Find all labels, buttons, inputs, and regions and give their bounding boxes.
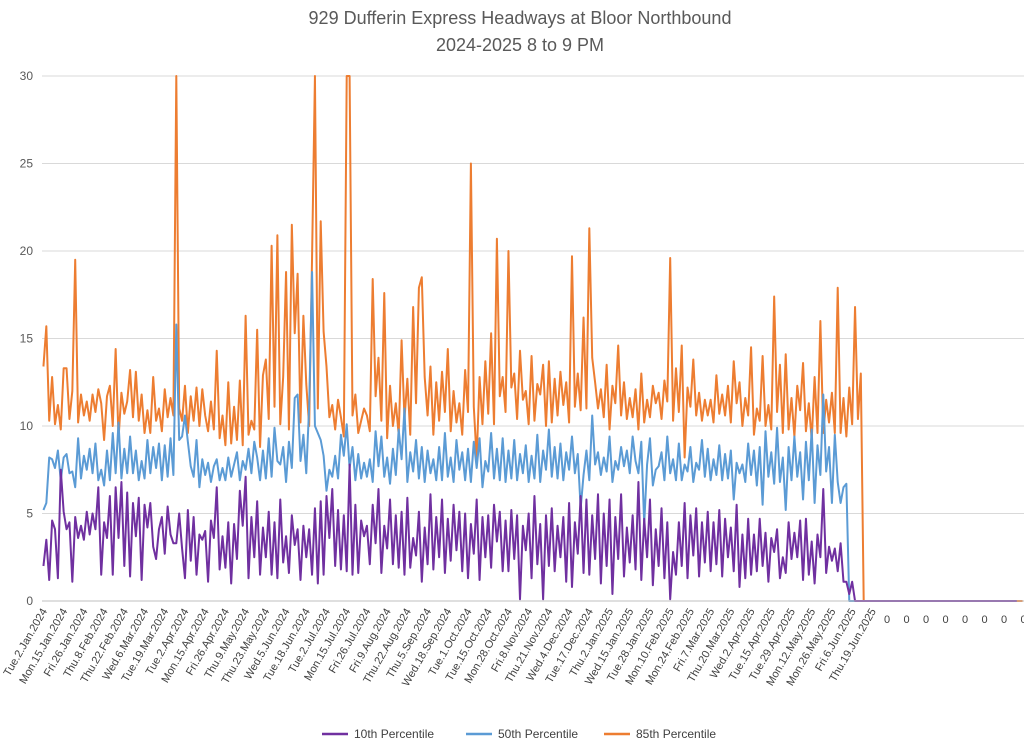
x-tick-label: 0 xyxy=(903,614,909,626)
series-line-85th-percentile xyxy=(42,75,1023,602)
x-tick-label: 0 xyxy=(981,614,987,626)
legend: 10th Percentile 50th Percentile 85th Perce… xyxy=(322,727,716,741)
series-line-10th-percentile xyxy=(42,463,1017,602)
legend-label: 50th Percentile xyxy=(498,727,578,741)
y-tick-label: 25 xyxy=(20,157,34,171)
x-tick-label: 0 xyxy=(962,614,968,626)
y-axis-ticks: 0 5 10 15 20 25 30 xyxy=(20,69,34,608)
y-tick-label: 15 xyxy=(20,332,34,346)
y-tick-label: 0 xyxy=(26,594,33,608)
series-line-50th-percentile xyxy=(42,271,1011,602)
x-tick-label: 0 xyxy=(942,614,948,626)
gridlines xyxy=(42,75,1024,602)
y-tick-label: 10 xyxy=(20,419,34,433)
y-tick-label: 20 xyxy=(20,244,34,258)
legend-label: 10th Percentile xyxy=(354,727,434,741)
x-tick-label: 0 xyxy=(923,614,929,626)
legend-label: 85th Percentile xyxy=(636,727,716,741)
chart-title-line1: 929 Dufferin Express Headways at Bloor N… xyxy=(309,8,732,28)
x-tick-label: 0 xyxy=(1020,614,1024,626)
x-axis-ticks: Tue.2.Jan.2024Mon.15.Jan.2024Fri.26.Jan.… xyxy=(2,607,1024,689)
y-tick-label: 5 xyxy=(26,507,33,521)
chart-title-line2: 2024-2025 8 to 9 PM xyxy=(436,35,604,55)
x-tick-label: 0 xyxy=(884,614,890,626)
x-tick-label: 0 xyxy=(1001,614,1007,626)
y-tick-label: 30 xyxy=(20,69,34,83)
